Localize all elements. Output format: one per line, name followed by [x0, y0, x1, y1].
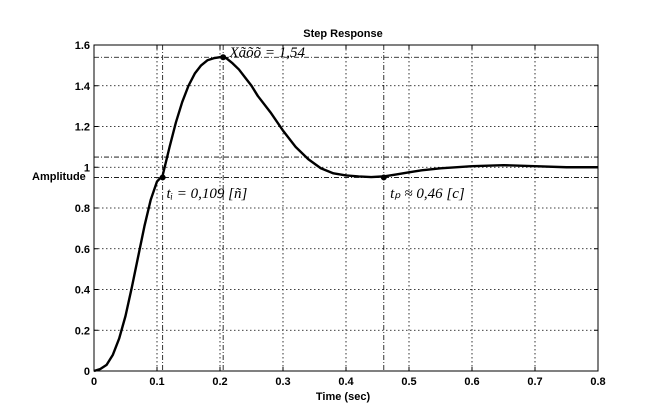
x-tick-label: 0.3 [275, 376, 290, 388]
step-response-line [93, 56, 598, 373]
y-tick-label: 1.6 [75, 40, 90, 52]
y-tick-label: 0 [84, 366, 90, 378]
y-tick-label: 0.4 [75, 285, 91, 297]
y-tick-label: 0.6 [75, 244, 90, 256]
x-tick-label: 0.4 [338, 376, 354, 388]
annotation-label: tₚ ≈ 0,46 [c] [390, 186, 465, 202]
x-axis-title: Time (sec) [316, 391, 371, 403]
y-tick-label: 1.4 [75, 81, 91, 93]
x-tick-label: 0.1 [149, 376, 164, 388]
ticks: 0 0.1 0.2 0.3 0.4 0.5 0.6 0.7 0.8 0 0.2 0.4 0.6 0.8 1 1… [75, 40, 606, 388]
grid [94, 45, 598, 371]
annotation-label: Xãõõ = 1,54 [228, 45, 305, 61]
x-tick-label: 0.5 [401, 376, 416, 388]
x-tick-label: 0 [91, 376, 97, 388]
y-tick-label: 0.8 [75, 203, 90, 215]
x-tick-label: 0.2 [212, 376, 227, 388]
annotations: tᵢ = 0,109 [ñ] Xãõõ = 1,54 tₚ ≈ 0,46 [c] [166, 45, 464, 202]
chart-title: Step Response [303, 28, 382, 40]
y-axis-title: Amplitude [32, 171, 86, 183]
y-tick-label: 0.2 [75, 325, 90, 337]
x-tick-label: 0.7 [527, 376, 542, 388]
data-marker [159, 174, 166, 181]
data-marker [220, 54, 227, 61]
x-tick-label: 0.8 [590, 376, 605, 388]
reference-lines [94, 45, 598, 371]
data-marker [380, 174, 387, 181]
markers [159, 54, 387, 181]
y-tick-label: 1 [84, 162, 90, 174]
y-tick-label: 1.2 [75, 122, 90, 134]
x-tick-label: 0.6 [464, 376, 479, 388]
annotation-label: tᵢ = 0,109 [ñ] [166, 186, 247, 202]
